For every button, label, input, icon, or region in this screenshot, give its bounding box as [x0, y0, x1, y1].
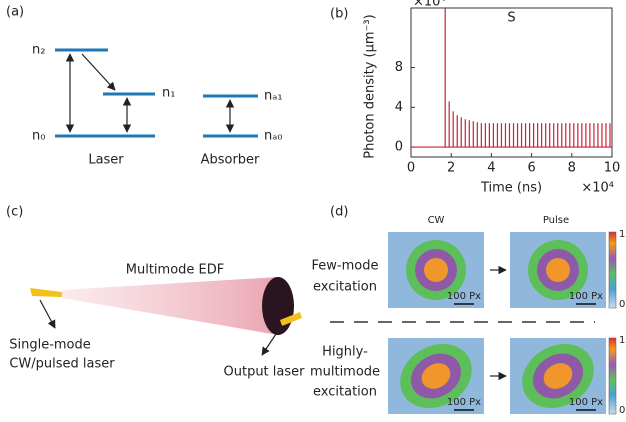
x-tick-label: 8	[568, 161, 576, 176]
scale-label: 100 Px	[569, 397, 603, 408]
level-label: n₀	[32, 129, 45, 144]
chart-title: S	[507, 11, 515, 26]
scale-label: 100 Px	[569, 291, 603, 302]
intensity-ring	[424, 258, 448, 282]
label: Single-mode	[9, 338, 91, 353]
level-label: n₁	[162, 86, 175, 101]
intensity-ring	[543, 363, 573, 389]
row-label: excitation	[313, 385, 377, 400]
beam	[30, 288, 62, 297]
level-label: nₐ₀	[264, 129, 283, 144]
caption: Laser	[88, 153, 124, 168]
arrow	[81, 53, 116, 91]
fiber	[62, 277, 278, 335]
panel-label: (d)	[330, 205, 348, 220]
colorbar-tick: 1	[619, 335, 625, 346]
x-tick-label: 10	[604, 161, 621, 176]
caption: Absorber	[201, 153, 260, 168]
chart: 0 2 4 6 8 10 0 4 8 S Time (ns) ×10⁴ ×10⁴ Photon densi…	[363, 0, 621, 196]
panel-label: (a)	[6, 5, 24, 20]
colorbar-tick: 1	[619, 229, 625, 240]
row-label: Highly-	[322, 345, 368, 360]
row-label: excitation	[313, 280, 377, 295]
beam	[280, 312, 302, 326]
intensity-ring	[546, 258, 570, 282]
level-label: nₐ₁	[264, 89, 283, 104]
y-tick-label: 0	[395, 140, 403, 155]
panel-label: (b)	[330, 7, 348, 22]
label: Output laser	[224, 365, 306, 380]
x-tick-label: 0	[407, 161, 415, 176]
row-label: Few-mode	[312, 259, 379, 274]
y-axis-label: Photon density (μm⁻³)	[363, 14, 378, 158]
plot-frame	[410, 7, 613, 158]
y-multiplier: ×10⁴	[413, 0, 446, 10]
images: 100 Px 100 Px 100 Px 100 Px 1 0 1 0	[388, 229, 625, 416]
column-label: CW	[428, 215, 445, 226]
x-tick-label: 2	[447, 161, 455, 176]
fiber-end	[262, 277, 294, 335]
x-tick-label: 4	[487, 161, 495, 176]
colorbar-tick: 0	[619, 299, 625, 310]
y-tick-label: 8	[395, 60, 403, 75]
label: Multimode EDF	[126, 263, 224, 278]
label: CW/pulsed laser	[9, 357, 115, 372]
arrow	[39, 299, 56, 329]
colorbar-tick: 0	[619, 405, 625, 416]
colorbar	[608, 231, 617, 309]
panel-label: (c)	[6, 205, 23, 220]
row-label: multimode	[310, 365, 380, 380]
colorbar	[608, 337, 617, 415]
y-tick-label: 4	[395, 100, 403, 115]
scale-label: 100 Px	[447, 291, 481, 302]
scale-label: 100 Px	[447, 397, 481, 408]
x-axis-label: Time (ns)	[480, 181, 542, 196]
arrow	[261, 324, 283, 356]
column-label: Pulse	[543, 215, 569, 226]
level-label: n₂	[32, 43, 45, 58]
x-tick-label: 6	[527, 161, 535, 176]
intensity-ring	[421, 363, 451, 389]
x-multiplier: ×10⁴	[581, 181, 614, 196]
